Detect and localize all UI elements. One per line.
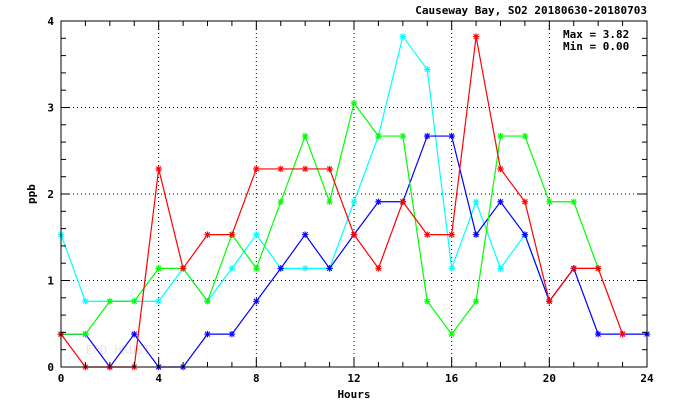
- data-point: [570, 265, 577, 272]
- data-point: [204, 298, 211, 305]
- y-axis-label: ppb: [25, 184, 38, 204]
- data-point: [521, 132, 529, 140]
- y-tick-label: 4: [47, 15, 54, 28]
- data-point: [277, 198, 284, 205]
- x-tick-label: 4: [155, 372, 162, 385]
- data-point: [106, 298, 114, 305]
- data-point: [277, 165, 284, 173]
- data-point: [399, 132, 407, 140]
- x-axis-label: Hours: [337, 388, 370, 401]
- data-point: [301, 165, 309, 173]
- data-point: [472, 298, 480, 305]
- max-stat: Max = 3.82: [563, 28, 629, 41]
- x-tick-label: 20: [543, 372, 556, 385]
- data-point: [155, 265, 162, 272]
- data-point: [375, 265, 382, 272]
- x-tick-label: 12: [347, 372, 360, 385]
- data-point: [497, 165, 504, 173]
- data-point: [472, 231, 480, 238]
- chart-title: Causeway Bay, SO2 20180630-20180703: [415, 4, 647, 17]
- y-tick-label: 3: [47, 102, 54, 115]
- watermark: EPD HKUST: [85, 343, 150, 357]
- data-point: [155, 165, 162, 173]
- data-point: [497, 132, 504, 140]
- data-point: [448, 231, 455, 238]
- data-point: [228, 265, 236, 272]
- data-point: [375, 132, 382, 140]
- data-point: [570, 198, 577, 205]
- data-point: [301, 231, 309, 238]
- y-tick-label: 1: [47, 275, 54, 288]
- data-point: [375, 198, 382, 205]
- data-point: [301, 132, 309, 140]
- data-point: [179, 265, 187, 272]
- data-point: [546, 298, 553, 305]
- data-point: [521, 231, 529, 238]
- data-point: [326, 165, 333, 173]
- data-point: [448, 132, 455, 140]
- min-stat: Min = 0.00: [563, 40, 629, 53]
- series-line: [60, 36, 624, 368]
- grid-lines: [61, 21, 647, 367]
- series-line: [61, 101, 599, 336]
- data-point: [546, 198, 553, 205]
- data-point: [350, 198, 358, 205]
- data-point: [82, 330, 89, 338]
- data-point: [253, 298, 260, 305]
- data-point: [253, 165, 260, 173]
- data-point: [228, 330, 236, 338]
- y-tick-label: 2: [47, 188, 54, 201]
- data-point: [326, 198, 333, 205]
- data-point: [619, 330, 626, 338]
- data-point: [594, 265, 602, 272]
- data-point: [472, 198, 480, 205]
- series-3: [57, 33, 626, 371]
- data-point: [253, 265, 260, 272]
- data-point: [424, 231, 431, 238]
- data-point: [472, 33, 480, 40]
- data-point: [204, 330, 211, 338]
- data-point: [424, 66, 431, 73]
- data-point: [326, 265, 333, 272]
- data-point: [277, 265, 284, 272]
- x-tick-label: 24: [640, 372, 654, 385]
- x-tick-label: 0: [58, 372, 65, 385]
- data-point: [301, 265, 309, 272]
- x-tick-label: 8: [253, 372, 260, 385]
- data-point: [521, 198, 529, 205]
- y-tick-label: 0: [47, 361, 54, 374]
- data-point: [497, 265, 504, 272]
- data-point: [399, 198, 407, 205]
- data-point: [228, 231, 236, 238]
- data-point: [155, 298, 162, 305]
- data-point: [424, 132, 431, 140]
- data-point: [399, 33, 407, 40]
- data-point: [497, 198, 504, 205]
- series-1: [57, 132, 651, 371]
- data-point: [448, 265, 455, 272]
- data-point: [448, 330, 455, 338]
- data-point: [131, 298, 138, 305]
- data-point: [131, 330, 138, 338]
- data-point: [594, 330, 602, 338]
- data-point: [350, 99, 358, 107]
- data-point: [350, 231, 358, 238]
- data-point: [424, 298, 431, 305]
- series-layer: [57, 33, 651, 371]
- data-point: [82, 298, 89, 305]
- x-tick-label: 16: [445, 372, 459, 385]
- data-point: [253, 231, 260, 238]
- data-point: [204, 231, 211, 238]
